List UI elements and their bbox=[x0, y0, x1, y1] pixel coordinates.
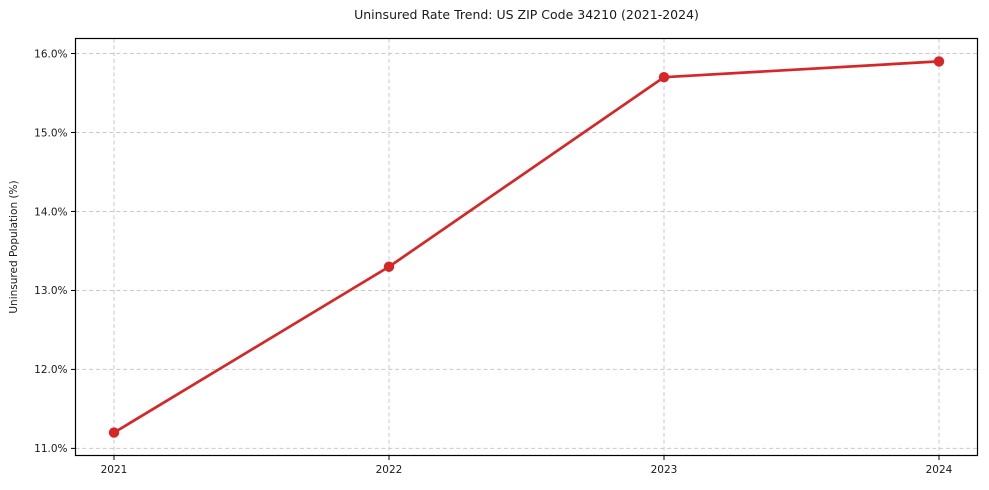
data-point bbox=[108, 427, 120, 438]
plot-area bbox=[75, 38, 978, 456]
y-tick-label: 15.0% bbox=[34, 127, 67, 139]
x-tick-label: 2023 bbox=[651, 464, 678, 476]
series-line bbox=[112, 60, 941, 434]
data-point bbox=[383, 261, 395, 272]
x-tick-label: 2024 bbox=[926, 464, 953, 476]
y-tick-label: 14.0% bbox=[34, 206, 67, 218]
x-tick-label: 2021 bbox=[101, 464, 128, 476]
data-point bbox=[933, 56, 945, 67]
y-tick-label: 11.0% bbox=[34, 443, 67, 455]
y-tick-label: 13.0% bbox=[34, 285, 67, 297]
x-tick-label: 2022 bbox=[376, 464, 403, 476]
y-tick-label: 12.0% bbox=[34, 364, 67, 376]
chart-title: Uninsured Rate Trend: US ZIP Code 34210 … bbox=[354, 7, 699, 22]
y-axis-label: Uninsured Population (%) bbox=[8, 180, 20, 314]
y-tick-label: 16.0% bbox=[34, 48, 67, 60]
plot-border bbox=[74, 37, 979, 457]
data-point bbox=[658, 71, 670, 83]
